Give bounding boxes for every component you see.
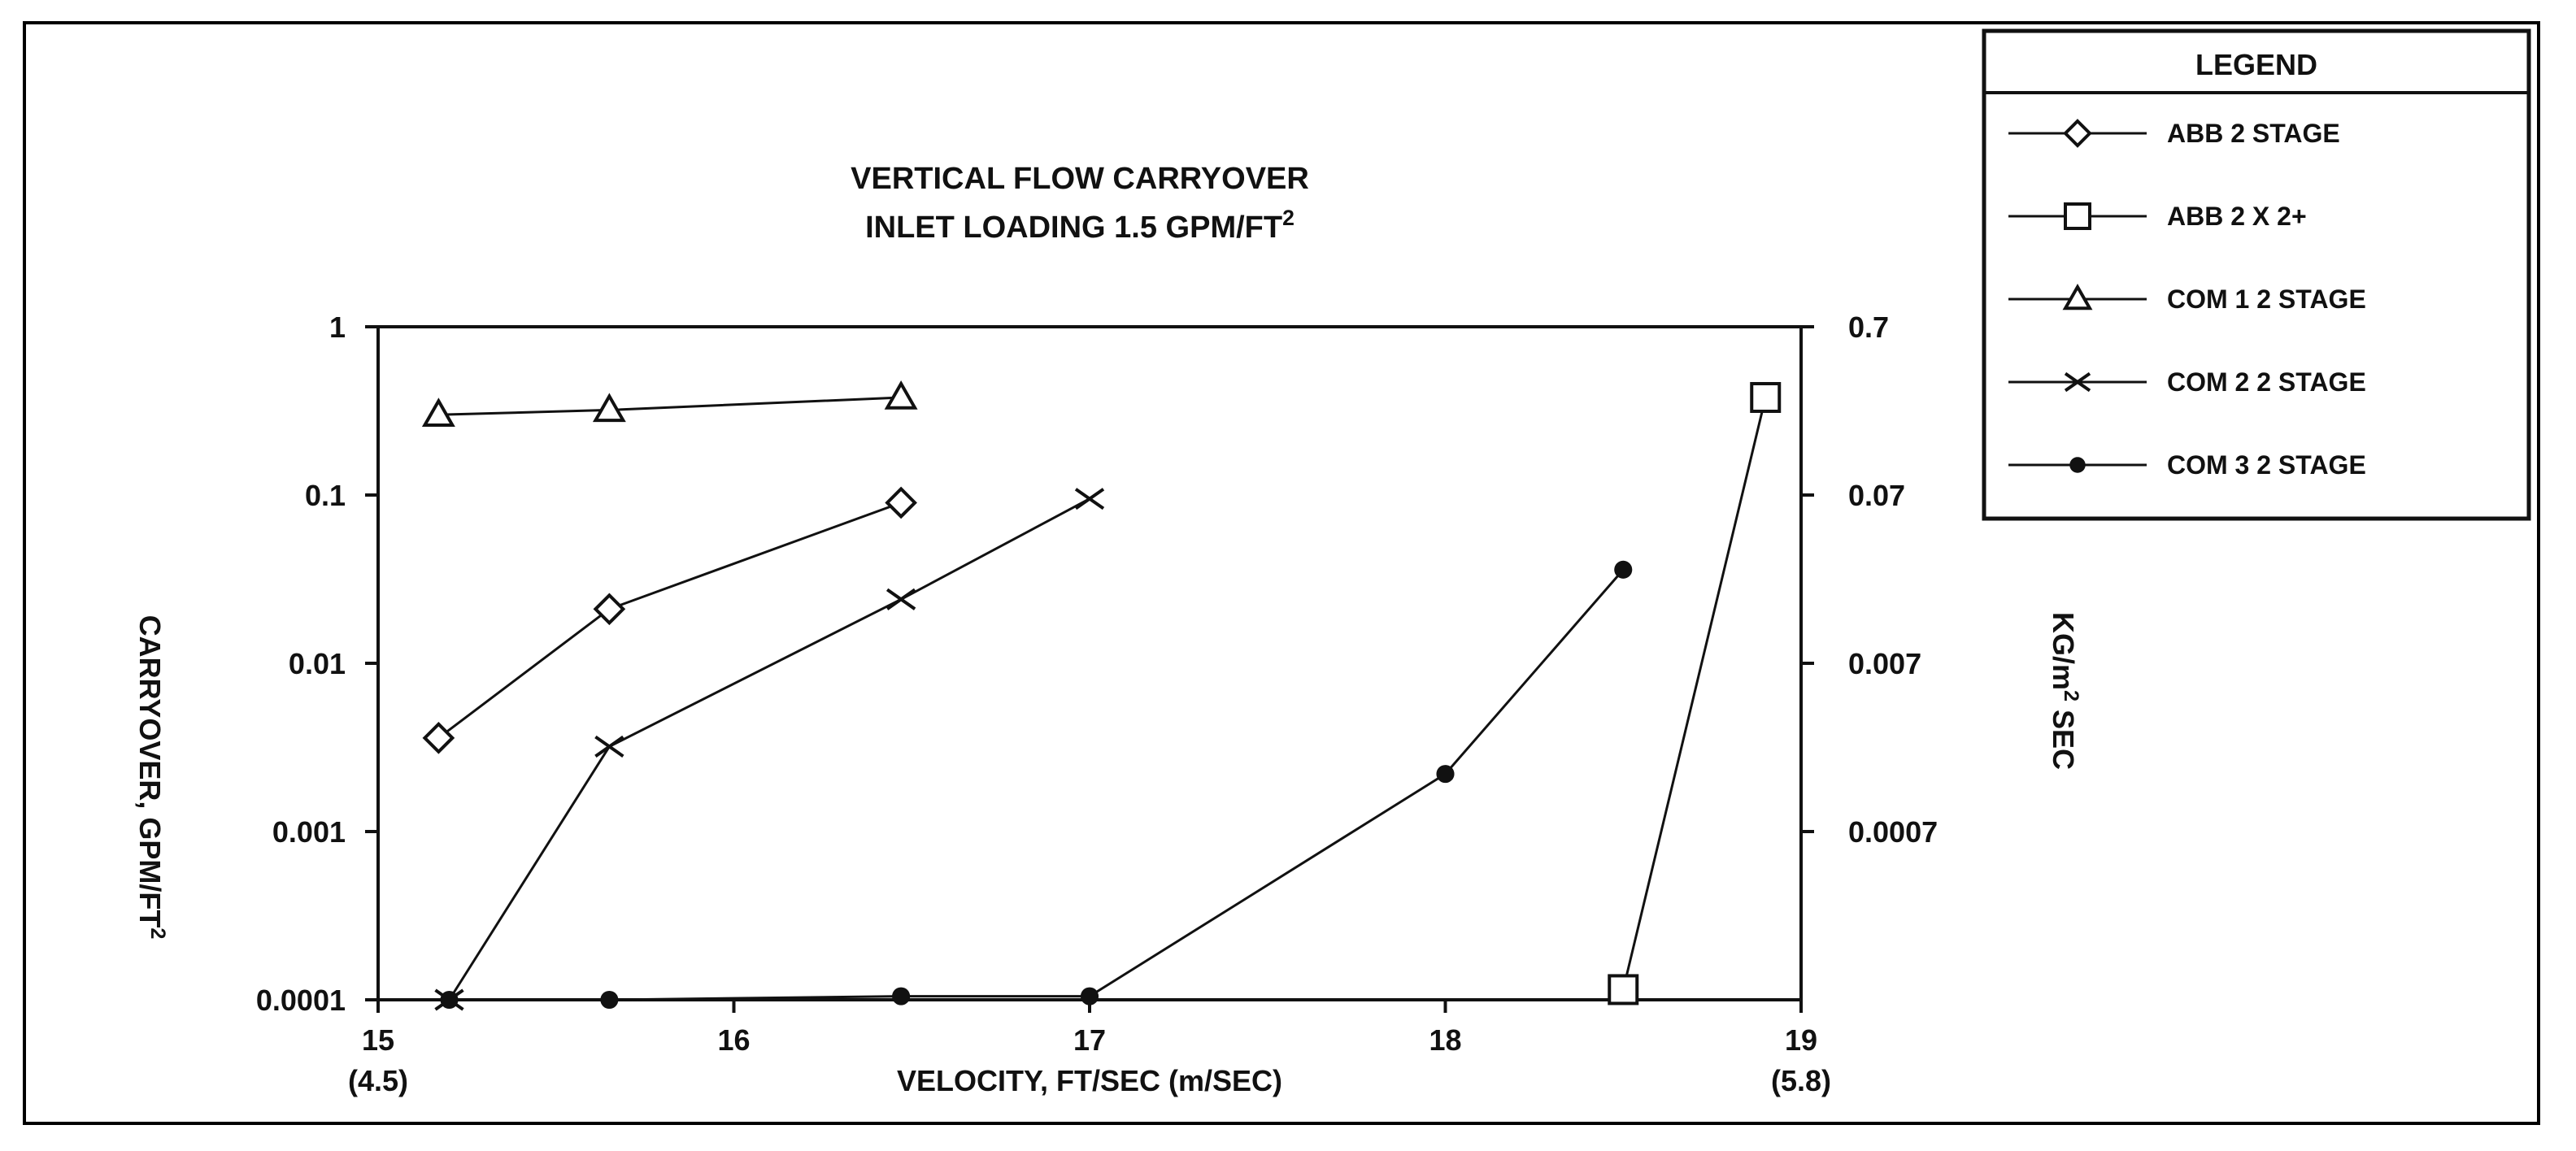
legend-label: ABB 2 STAGE <box>2167 119 2340 148</box>
data-point <box>1614 560 1633 579</box>
legend-label: ABB 2 X 2+ <box>2167 202 2307 231</box>
y2-tick-label: 0.7 <box>1848 311 1889 344</box>
chart-title-line-2: INLET LOADING 1.5 GPM/FT2 <box>865 206 1295 245</box>
x-marker-stroke <box>2064 371 2091 393</box>
data-point <box>1436 765 1455 784</box>
data-point <box>440 990 459 1010</box>
x-marker-stroke <box>1074 488 1105 510</box>
legend-title: LEGEND <box>2195 48 2317 81</box>
chart-title-line-1: VERTICAL FLOW CARRYOVER <box>851 162 1309 196</box>
legend-marker <box>2063 119 2092 148</box>
legend-label: COM 2 2 STAGE <box>2167 367 2366 397</box>
y2-tick-label: 0.0007 <box>1848 815 1938 849</box>
x-axis-title: VELOCITY, FT/SEC (m/SEC) <box>897 1064 1282 1097</box>
x-tick-label: 17 <box>1073 1023 1106 1057</box>
x-tick-label: 18 <box>1429 1023 1461 1057</box>
legend-marker <box>2069 457 2086 473</box>
legend-item: COM 3 2 STAGE <box>2008 450 2366 480</box>
series-line <box>437 502 902 740</box>
series-line <box>438 396 902 416</box>
legend-marker <box>2064 371 2091 393</box>
plot-area <box>376 325 1803 1001</box>
series-3 <box>421 380 918 427</box>
data-point <box>594 735 624 758</box>
data-point <box>593 593 626 626</box>
y-tick-label: 0.0001 <box>256 984 346 1017</box>
x-secondary-tick-label: (4.5) <box>348 1064 408 1097</box>
legend-marker <box>2064 202 2091 230</box>
x-secondary-tick-label: (5.8) <box>1771 1064 1831 1097</box>
legend-label: COM 3 2 STAGE <box>2167 450 2366 480</box>
y-axis-title: CARRYOVER, GPM/FT2 <box>133 615 169 940</box>
data-point <box>1608 974 1639 1005</box>
series-1 <box>422 486 917 754</box>
x-tick-label: 16 <box>717 1023 750 1057</box>
data-point <box>892 987 911 1005</box>
data-point <box>886 588 916 610</box>
series <box>421 380 1782 1011</box>
legend-box <box>1982 28 2531 521</box>
legend-item: ABB 2 STAGE <box>2008 119 2340 148</box>
x-tick-label: 19 <box>1785 1023 1817 1057</box>
series-line <box>449 568 1625 1001</box>
y-tick-label: 0.1 <box>305 479 346 512</box>
series-5 <box>440 560 1633 1010</box>
series-line <box>1621 397 1767 990</box>
series-2 <box>1608 381 1782 1005</box>
y2-tick-label: 0.007 <box>1848 647 1921 680</box>
data-point <box>592 393 626 423</box>
legend-item: COM 1 2 STAGE <box>2008 283 2366 314</box>
data-point <box>600 990 619 1010</box>
x-marker-stroke <box>886 588 916 610</box>
y2-tick-label: 0.07 <box>1848 479 1905 512</box>
chart-title: VERTICAL FLOW CARRYOVER INLET LOADING 1.5… <box>851 162 1309 245</box>
x-tick-label: 15 <box>362 1023 394 1057</box>
data-point <box>1074 488 1105 510</box>
data-point <box>884 380 918 410</box>
legend: LEGEND ABB 2 STAGE ABB 2 X 2+ COM 1 2 STAGE… <box>1982 28 2531 521</box>
legend-marker <box>2062 283 2093 311</box>
series-line <box>448 497 1090 1001</box>
legend-item: COM 2 2 STAGE <box>2008 367 2366 397</box>
data-point <box>422 722 455 754</box>
x-marker-stroke <box>594 735 624 758</box>
data-point <box>421 397 455 427</box>
figure-frame <box>23 21 2540 1125</box>
data-point <box>885 486 917 519</box>
legend-item: ABB 2 X 2+ <box>2008 202 2307 231</box>
y-tick-label: 0.001 <box>272 815 346 849</box>
series-4 <box>434 488 1105 1011</box>
y-tick-label: 1 <box>329 311 346 344</box>
axes: 15 16 17 18 19 (4.5) (5.8) VELOCITY, FT/SEC (m/… <box>133 311 2082 1097</box>
y2-axis-title: KG/m2 SEC <box>2047 612 2082 770</box>
data-point <box>1080 987 1099 1005</box>
y-tick-label: 0.01 <box>289 647 346 680</box>
data-point <box>1750 381 1782 413</box>
legend-label: COM 1 2 STAGE <box>2167 284 2366 314</box>
